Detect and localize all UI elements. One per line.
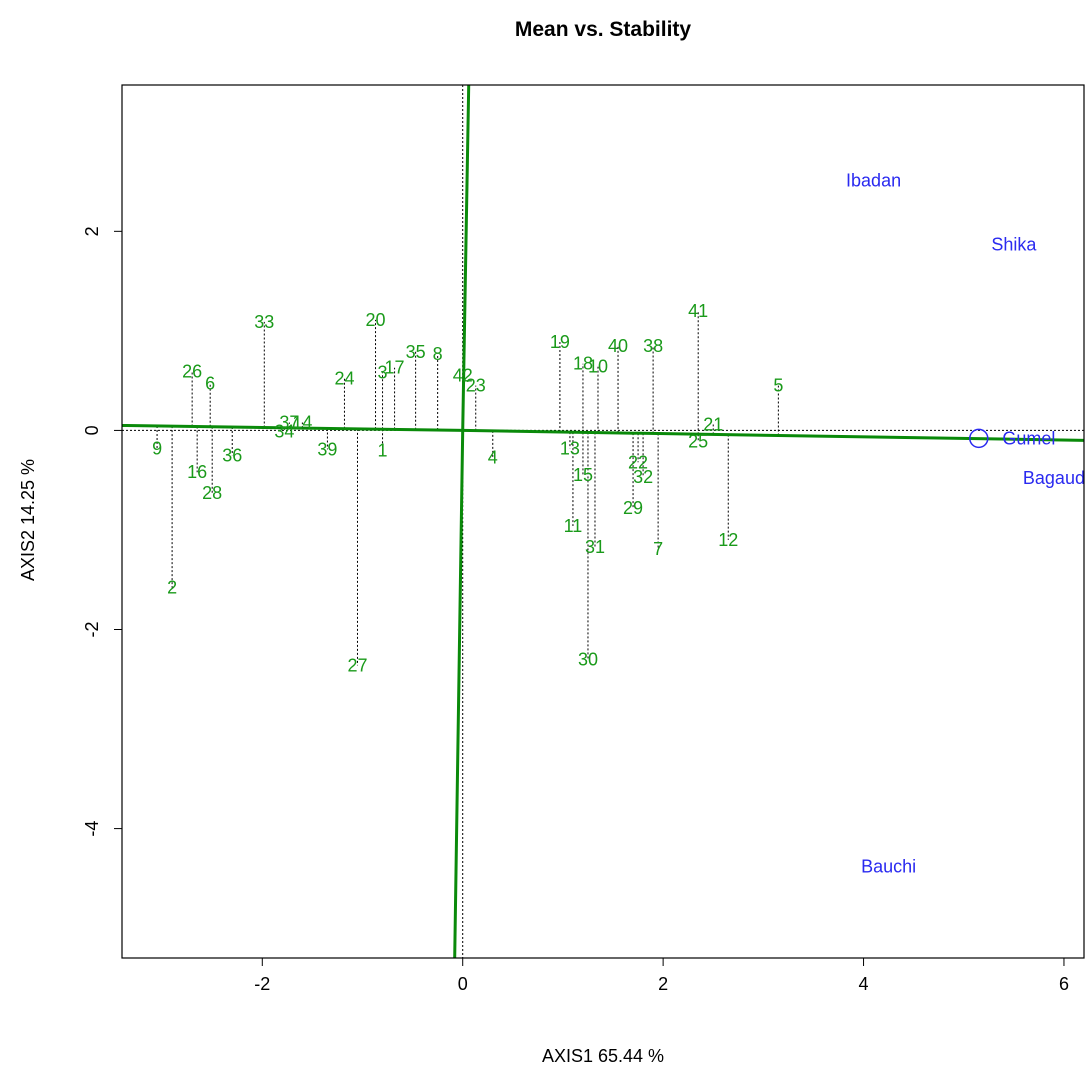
genotype-label: 10 [588,357,608,377]
genotype-label: 9 [152,438,162,458]
genotype-label: 35 [406,342,426,362]
genotype-label: 37 [279,412,299,432]
genotype-label: 32 [633,467,653,487]
genotype-label: 13 [560,438,580,458]
average-environment-marker [969,428,989,449]
genotype-label: 25 [688,431,708,451]
x-tick-label: 6 [1059,974,1069,994]
environment-label: Ibadan [846,171,901,191]
genotype-label: 19 [550,332,570,352]
y-tick-label: 2 [82,226,102,236]
genotype-label: 26 [182,362,202,382]
aec-abscissa-line [121,423,1085,442]
x-tick-label: 0 [458,974,468,994]
genotype-label: 12 [718,530,738,550]
genotype-label: 34 [274,421,294,441]
y-axis-title: AXIS2 14.25 % [18,459,38,581]
genotype-label: 36 [222,445,242,465]
genotype-label: 38 [643,336,663,356]
environment-label: Bagaud [1023,468,1085,488]
genotype-label: 42 [453,366,473,386]
average-environment-axis [121,84,1085,959]
genotype-label: 2 [167,578,177,598]
genotype-label: 30 [578,649,598,669]
y-tick-label: -4 [82,821,102,837]
projection-lines [156,310,779,666]
genotype-label: 33 [254,312,274,332]
genotype-label: 16 [187,462,207,482]
environment-label: Shika [991,234,1037,254]
genotype-label: 22 [628,452,648,472]
genotype-label: 17 [385,358,405,378]
genotype-label: 41 [688,301,708,321]
aec-ordinate-line [453,84,471,959]
genotype-label: 39 [317,439,337,459]
chart-title: Mean vs. Stability [515,18,692,41]
genotype-label: 1 [378,440,388,460]
genotype-label: 28 [202,483,222,503]
genotype-label: 7 [653,539,663,559]
x-axis-title: AXIS1 65.44 % [542,1046,664,1066]
reference-lines [122,85,1084,958]
genotype-label: 15 [573,465,593,485]
genotype-label: 31 [585,537,605,557]
environment-label: Bauchi [861,856,916,876]
axis-ticks: -2 0 2 4 6-4-202 [82,226,1069,994]
genotype-label: 8 [433,344,443,364]
y-tick-label: -2 [82,621,102,637]
genotype-label: 24 [334,369,354,389]
genotype-label: 6 [205,374,215,394]
genotype-label: 3 [378,363,388,383]
genotype-label: 18 [573,354,593,374]
environment-label: Gumel [1002,428,1055,448]
genotype-label: 29 [623,498,643,518]
genotype-label: 23 [466,376,486,396]
genotype-label: 5 [773,376,783,396]
plot-frame [121,84,1085,959]
genotype-label: 14 [292,412,312,432]
genotype-label: 21 [703,414,723,434]
environment-labels: Ibadan Shika Gumel Bagaud Bauchi [846,171,1085,877]
genotype-label: 27 [347,655,367,675]
x-tick-label: 4 [859,974,869,994]
genotype-label: 40 [608,336,628,356]
genotype-label: 20 [366,310,386,330]
x-tick-label: 2 [658,974,668,994]
genotype-label: 4 [488,447,498,467]
x-tick-label: -2 [254,974,270,994]
genotype-label: 11 [564,516,583,536]
y-tick-label: 0 [82,425,102,435]
